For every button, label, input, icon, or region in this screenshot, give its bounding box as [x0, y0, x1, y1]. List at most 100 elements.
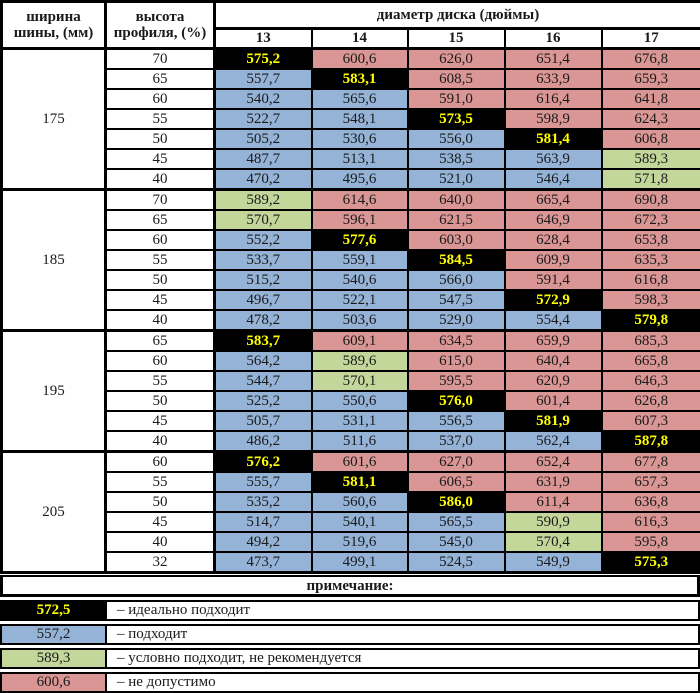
diameter-value-cell: 524,5: [408, 552, 505, 573]
diameter-value-cell: 659,9: [505, 331, 602, 352]
diameter-value-cell: 595,5: [408, 371, 505, 391]
diameter-value-cell: 495,6: [312, 169, 408, 190]
diameter-value-cell: 690,8: [602, 190, 700, 211]
diameter-value-cell: 607,3: [602, 411, 700, 431]
diameter-value-cell: 575,3: [602, 552, 700, 573]
diameter-value-cell: 556,0: [408, 129, 505, 149]
diameter-value-cell: 601,6: [312, 452, 408, 473]
diameter-value-cell: 595,8: [602, 532, 700, 552]
profile-height-cell: 45: [106, 149, 215, 169]
diameter-value-cell: 646,3: [602, 371, 700, 391]
header-tire-width-line1: ширина: [3, 9, 104, 26]
diameter-value-cell: 583,1: [312, 69, 408, 89]
diameter-value-cell: 606,5: [408, 472, 505, 492]
diameter-value-cell: 640,0: [408, 190, 505, 211]
profile-height-cell: 60: [106, 230, 215, 250]
header-profile-height-line1: высота: [107, 9, 213, 26]
legend-row-not-allowed: 600,6 – не допустимо: [0, 672, 700, 693]
diameter-value-cell: 540,2: [215, 89, 312, 109]
profile-height-cell: 50: [106, 391, 215, 411]
diameter-value-cell: 473,7: [215, 552, 312, 573]
diameter-value-cell: 685,3: [602, 331, 700, 352]
diameter-value-cell: 513,1: [312, 149, 408, 169]
diameter-value-cell: 522,1: [312, 290, 408, 310]
legend-label-suitable: – подходит: [107, 626, 698, 643]
tire-width-cell: 195: [2, 331, 106, 452]
header-disk-diameter-group: диаметр диска (дюймы): [215, 2, 700, 29]
profile-height-cell: 50: [106, 492, 215, 512]
profile-height-cell: 40: [106, 310, 215, 331]
diameter-value-cell: 596,1: [312, 210, 408, 230]
diameter-value-cell: 555,7: [215, 472, 312, 492]
diameter-value-cell: 634,5: [408, 331, 505, 352]
diameter-value-cell: 606,8: [602, 129, 700, 149]
profile-height-cell: 40: [106, 431, 215, 452]
diameter-value-cell: 611,4: [505, 492, 602, 512]
legend-row-suitable: 557,2 – подходит: [0, 624, 700, 645]
diameter-value-cell: 641,8: [602, 89, 700, 109]
diameter-value-cell: 496,7: [215, 290, 312, 310]
header-profile-height: высота профиля, (%): [106, 2, 215, 49]
table-header: ширина шины, (мм) высота профиля, (%) ди…: [2, 2, 700, 49]
diameter-value-cell: 586,0: [408, 492, 505, 512]
diameter-value-cell: 676,8: [602, 49, 700, 70]
diameter-value-cell: 589,2: [215, 190, 312, 211]
profile-height-cell: 60: [106, 452, 215, 473]
diameter-value-cell: 590,9: [505, 512, 602, 532]
diameter-value-cell: 608,5: [408, 69, 505, 89]
profile-height-cell: 55: [106, 472, 215, 492]
diameter-value-cell: 570,7: [215, 210, 312, 230]
legend-label-conditional: – условно подходит, не рекомендуется: [107, 650, 698, 667]
tire-width-cell: 205: [2, 452, 106, 573]
diameter-value-cell: 521,0: [408, 169, 505, 190]
diameter-value-cell: 589,6: [312, 351, 408, 371]
diameter-value-cell: 575,2: [215, 49, 312, 70]
diameter-value-cell: 614,6: [312, 190, 408, 211]
diameter-value-cell: 672,3: [602, 210, 700, 230]
legend-swatch-suitable: 557,2: [2, 626, 107, 643]
diameter-value-cell: 565,6: [312, 89, 408, 109]
profile-height-cell: 40: [106, 169, 215, 190]
diameter-value-cell: 535,2: [215, 492, 312, 512]
diameter-value-cell: 545,0: [408, 532, 505, 552]
diameter-value-cell: 529,0: [408, 310, 505, 331]
diameter-value-cell: 576,2: [215, 452, 312, 473]
diameter-value-cell: 659,3: [602, 69, 700, 89]
diameter-value-cell: 573,5: [408, 109, 505, 129]
header-diameter-17: 17: [602, 29, 700, 49]
diameter-value-cell: 591,0: [408, 89, 505, 109]
diameter-value-cell: 633,9: [505, 69, 602, 89]
diameter-value-cell: 598,9: [505, 109, 602, 129]
diameter-value-cell: 572,9: [505, 290, 602, 310]
diameter-value-cell: 571,8: [602, 169, 700, 190]
diameter-value-cell: 624,3: [602, 109, 700, 129]
diameter-value-cell: 616,3: [602, 512, 700, 532]
profile-height-cell: 65: [106, 210, 215, 230]
diameter-value-cell: 560,6: [312, 492, 408, 512]
diameter-value-cell: 628,4: [505, 230, 602, 250]
diameter-value-cell: 603,0: [408, 230, 505, 250]
diameter-value-cell: 470,2: [215, 169, 312, 190]
diameter-value-cell: 505,7: [215, 411, 312, 431]
profile-height-cell: 55: [106, 250, 215, 270]
profile-height-cell: 50: [106, 270, 215, 290]
diameter-value-cell: 549,9: [505, 552, 602, 573]
diameter-value-cell: 540,6: [312, 270, 408, 290]
diameter-value-cell: 554,4: [505, 310, 602, 331]
profile-height-cell: 50: [106, 129, 215, 149]
diameter-value-cell: 598,3: [602, 290, 700, 310]
